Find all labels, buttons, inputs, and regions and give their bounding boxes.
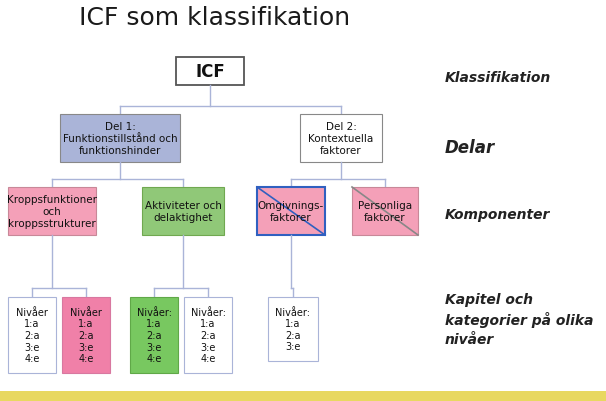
Bar	[257, 188, 325, 235]
Text: Komponenter: Komponenter	[445, 207, 550, 221]
Text: ICF som klassifikation: ICF som klassifikation	[79, 6, 350, 30]
Text: Del 2:
Kontextuella
faktorer: Del 2: Kontextuella faktorer	[308, 122, 374, 155]
Bar	[60, 115, 180, 162]
Bar	[176, 58, 244, 86]
Bar	[0, 391, 606, 401]
Bar	[300, 115, 382, 162]
Text: Del 1:
Funktionstillstånd och
funktionshinder: Del 1: Funktionstillstånd och funktionsh…	[62, 122, 178, 155]
Bar	[352, 188, 418, 235]
Text: Personliga
faktorer: Personliga faktorer	[358, 200, 412, 222]
Text: Kroppsfunktioner
och
kroppsstrukturer: Kroppsfunktioner och kroppsstrukturer	[7, 195, 97, 228]
Text: Nivåer:
1:a
2:a
3:e: Nivåer: 1:a 2:a 3:e	[276, 307, 310, 352]
Text: Aktiviteter och
delaktighet: Aktiviteter och delaktighet	[145, 200, 221, 222]
Text: Klassifikation: Klassifikation	[445, 71, 551, 85]
Text: Nivåer
1:a
2:a
3:e
4:e: Nivåer 1:a 2:a 3:e 4:e	[70, 307, 102, 363]
Bar	[268, 297, 318, 361]
Text: Nivåer:
1:a
2:a
3:e
4:e: Nivåer: 1:a 2:a 3:e 4:e	[190, 307, 225, 363]
Text: Nivåer
1:a
2:a
3:e
4:e: Nivåer 1:a 2:a 3:e 4:e	[16, 307, 48, 363]
Bar	[8, 297, 56, 373]
Text: Delar: Delar	[445, 139, 495, 157]
Bar	[142, 188, 224, 235]
Bar	[130, 297, 178, 373]
Bar	[62, 297, 110, 373]
Text: ICF: ICF	[195, 63, 225, 81]
Bar	[184, 297, 232, 373]
Text: Nivåer:
1:a
2:a
3:e
4:e: Nivåer: 1:a 2:a 3:e 4:e	[136, 307, 171, 363]
Text: Kapitel och
kategorier på olika
nivåer: Kapitel och kategorier på olika nivåer	[445, 292, 593, 346]
Bar	[8, 188, 96, 235]
Text: Omgivnings-
faktorer: Omgivnings- faktorer	[258, 200, 324, 222]
